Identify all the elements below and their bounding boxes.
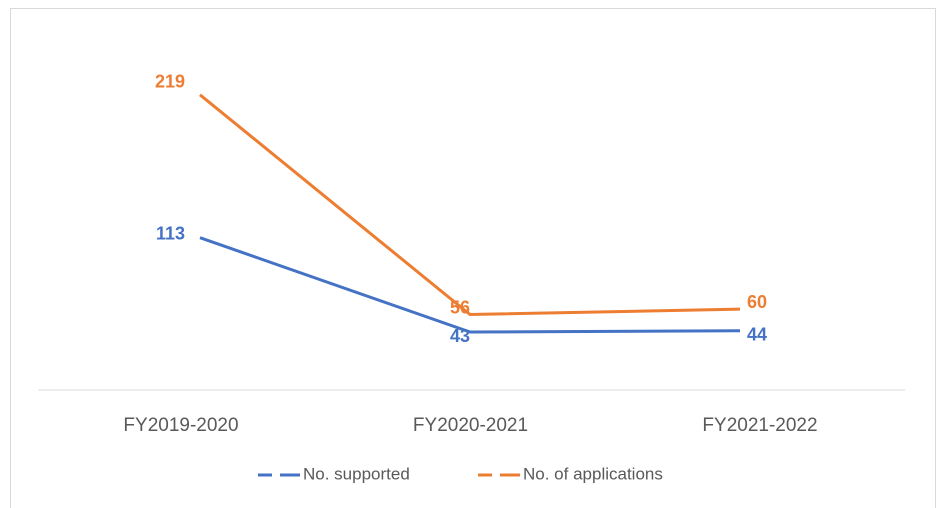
x-tick-label: FY2019-2020 [123,415,238,436]
data-label: 60 [747,292,767,312]
data-label: 56 [450,297,470,317]
legend-label: No. supported [303,464,410,483]
x-tick-label: FY2020-2021 [413,415,528,436]
line-series [199,236,741,334]
x-tick-label: FY2021-2022 [702,415,817,436]
line-series [199,93,741,317]
data-label: 113 [156,223,185,243]
data-label: 43 [450,326,470,346]
legend-label: No. of applications [523,464,663,483]
chart-border [10,8,936,508]
data-label: 219 [155,72,185,92]
data-label: 44 [747,324,767,344]
